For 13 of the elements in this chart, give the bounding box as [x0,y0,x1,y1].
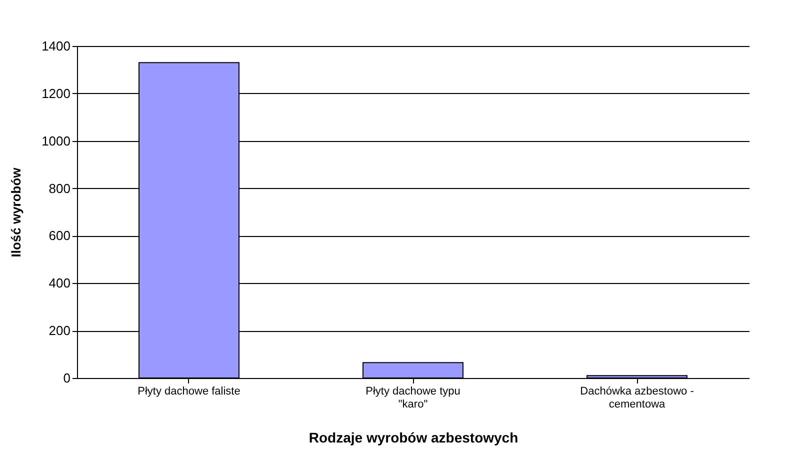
x-tick-label: Płyty dachowe typu "karo" [366,386,460,410]
x-tick-label: Płyty dachowe faliste [138,386,240,398]
x-axis-title: Rodzaje wyrobów azbestowych [308,430,518,446]
y-tick-label: 800 [48,180,70,196]
y-axis-title: Ilość wyrobów [8,166,24,258]
y-tick-label: 600 [48,228,70,244]
y-tick-label: 1200 [42,86,70,101]
y-tick-label: 200 [48,323,70,338]
y-tick-label: 400 [48,276,70,291]
y-tick-label: 0 [63,370,70,386]
y-tick-label: 1000 [42,133,70,148]
y-tick-label: 1400 [42,38,70,54]
x-tick-label: Dachówka azbestowo - cementowa [580,386,694,410]
